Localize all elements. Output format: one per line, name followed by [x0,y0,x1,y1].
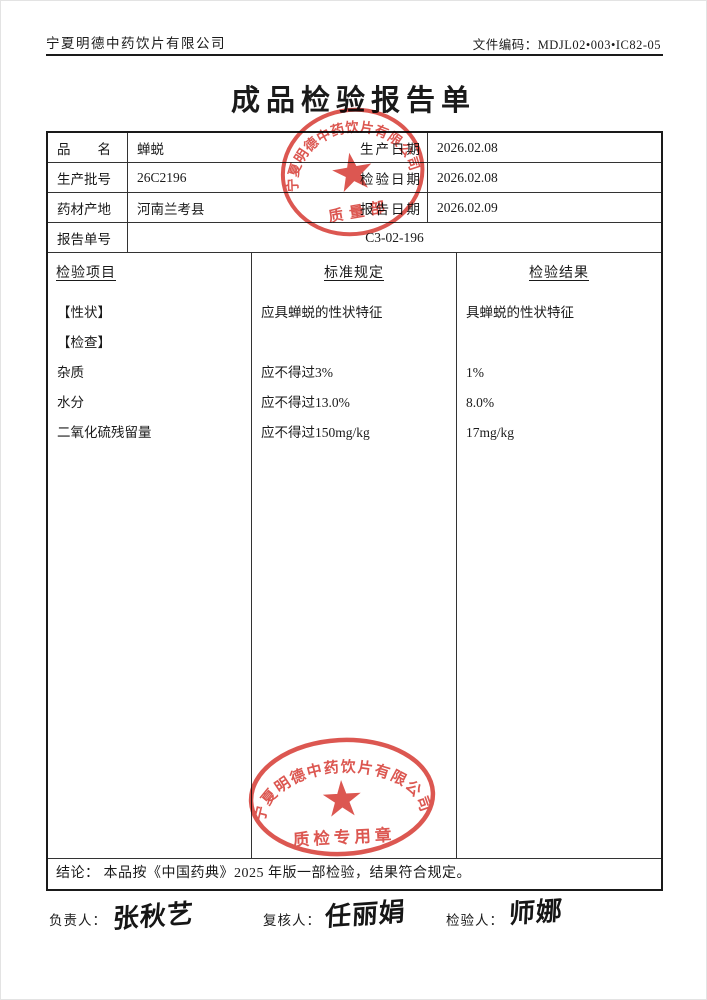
document-code: 文件编码：MDJL02•003•IC82-05 [472,38,661,52]
qc-special-seal-stamp: 宁夏明德中药饮片有限公司 ★ 质检专用章 [247,737,436,857]
reviewer-label: 复核人： [263,913,321,928]
production-date-value: 2026.02.08 [437,139,498,155]
star-icon: ★ [328,144,377,201]
result-moisture: 8.0% [466,395,495,410]
production-date-label: 生产日期 [352,133,428,162]
stamp-circle [280,107,425,237]
product-name-value: 蝉蜕 [137,141,164,157]
result-header: 检验结果 [529,266,589,281]
product-name-label: 品 名 [48,133,128,162]
column-inspection-item: 检验项目 【性状】 【检查】 杂质 水分 二氧化硫残留量 [48,253,252,858]
item-moisture: 水分 [57,395,84,410]
standard-impurity: 应不得过3% [261,365,333,380]
quality-department-stamp: 宁夏明德中药饮片有限公司 ★ 质量部 [274,107,425,237]
company-name: 宁夏明德中药饮片有限公司 [46,36,226,51]
column-standard: 标准规定 应具蝉蜕的性状特征 应不得过3% 应不得过13.0% 应不得过150m… [252,253,457,858]
origin-value: 河南兰考县 [137,201,205,217]
info-row-product: 品 名 蝉蜕 生产日期 2026.02.08 [48,133,661,163]
conclusion-text: 结论： 本品按《中国药典》2025 年版一部检验，结果符合规定。 [56,866,471,881]
stamp-caption-quality-dept: 质量部 [327,197,392,226]
standard-header: 标准规定 [324,266,384,281]
responsible-person-signature: 张秋艺 [112,899,195,934]
origin-label: 药材产地 [48,193,128,222]
report-number-value: C3-02-196 [365,229,424,245]
report-number-label: 报告单号 [48,223,128,252]
column-result: 检验结果 具蝉蜕的性状特征 1% 8.0% 17mg/kg [457,253,661,858]
standard-examination [252,328,456,358]
stamp-ellipse [248,737,436,857]
result-character: 具蝉蜕的性状特征 [466,305,574,320]
star-icon: ★ [321,774,363,825]
inspection-item-header: 检验项目 [56,266,116,281]
result-impurity: 1% [466,365,484,380]
result-sulfur-dioxide: 17mg/kg [466,425,515,440]
reviewer-signature: 任丽娟 [324,897,407,932]
item-character: 【性状】 [57,305,111,320]
item-impurity: 杂质 [57,365,84,380]
inspector-signature: 师娜 [508,896,564,929]
batch-number-label: 生产批号 [48,163,128,192]
test-date-label: 检验日期 [352,163,428,192]
inspector-label: 检验人： [446,913,504,928]
header-divider [46,54,663,56]
item-examination: 【检查】 [57,335,111,350]
report-date-value: 2026.02.09 [437,199,498,215]
info-row-report-number: 报告单号 C3-02-196 [48,223,661,253]
report-table: 品 名 蝉蜕 生产日期 2026.02.08 生产批号 26C2196 检验日期… [46,131,663,891]
result-examination [457,328,661,358]
results-section: 检验项目 【性状】 【检查】 杂质 水分 二氧化硫残留量 标准规定 应具蝉蜕的性… [48,253,661,859]
standard-sulfur-dioxide: 应不得过150mg/kg [261,425,370,440]
info-row-batch: 生产批号 26C2196 检验日期 2026.02.08 [48,163,661,193]
info-row-origin: 药材产地 河南兰考县 报告日期 2026.02.09 [48,193,661,223]
item-sulfur-dioxide: 二氧化硫残留量 [57,425,152,440]
responsible-person-label: 负责人： [49,913,107,928]
test-date-value: 2026.02.08 [437,169,498,185]
batch-number-value: 26C2196 [137,169,187,185]
standard-character: 应具蝉蜕的性状特征 [261,305,383,320]
standard-moisture: 应不得过13.0% [261,395,350,410]
